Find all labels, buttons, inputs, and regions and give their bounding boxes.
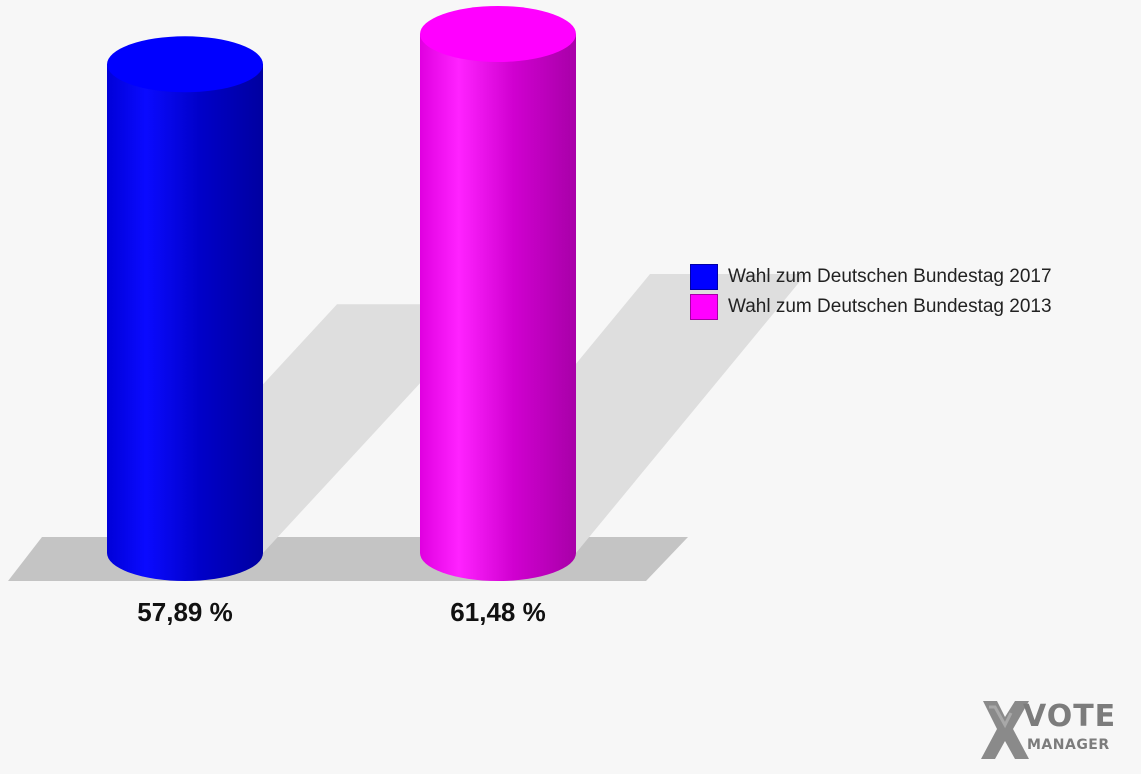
data-label: 57,89 %	[137, 597, 233, 627]
data-label: 61,48 %	[450, 597, 546, 627]
logo-text-manager: MANAGER	[1027, 737, 1110, 753]
legend-swatch-2013	[690, 294, 718, 320]
legend-entry: Wahl zum Deutschen Bundestag 2017	[690, 262, 1052, 292]
bar-top	[107, 36, 263, 93]
legend-label-2017: Wahl zum Deutschen Bundestag 2017	[728, 266, 1052, 287]
bar	[420, 34, 576, 581]
bar-top	[420, 6, 576, 62]
logo-text-vote: VOTE	[1023, 699, 1117, 734]
legend-label-2013: Wahl zum Deutschen Bundestag 2013	[728, 296, 1052, 317]
vote-manager-logo: VOTE MANAGER	[975, 695, 1135, 765]
legend-entry: Wahl zum Deutschen Bundestag 2013	[690, 292, 1052, 322]
bar	[107, 64, 263, 581]
x-mark-icon	[981, 701, 1029, 759]
legend-swatch-2017	[690, 264, 718, 290]
chart-legend: Wahl zum Deutschen Bundestag 2017 Wahl z…	[690, 262, 1052, 322]
